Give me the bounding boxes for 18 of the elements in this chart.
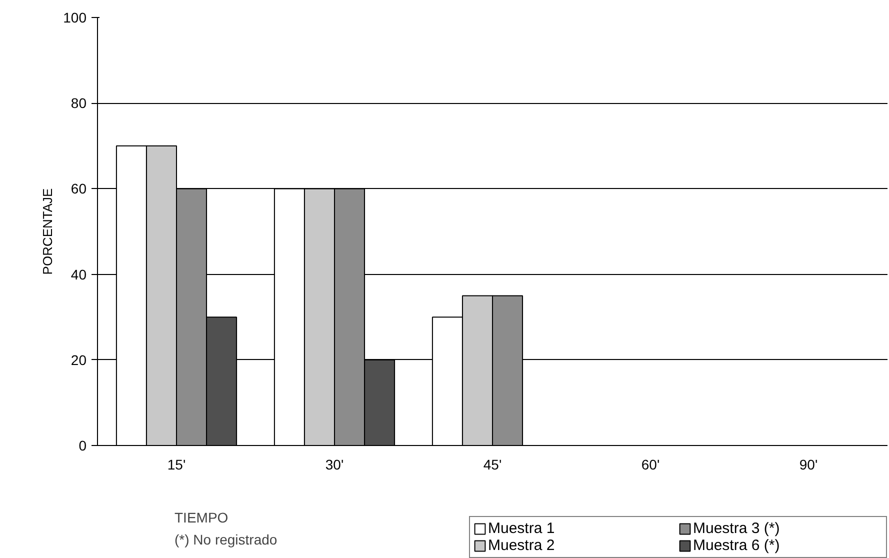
x-tick-label: 30' — [325, 456, 344, 472]
legend-label: Muestra 2 — [488, 537, 556, 554]
text: (*) No registrado — [174, 532, 278, 548]
legend-label: Muestra 3 (*) — [693, 520, 781, 537]
y-tick-label: 100 — [63, 10, 87, 26]
x-tick-label: 60' — [641, 456, 660, 472]
y-tick-label: 40 — [70, 266, 87, 282]
x-axis-title: TIEMPO — [174, 510, 228, 526]
y-tick-label: 0 — [78, 438, 87, 454]
y-axis-title: PORCENTAJE — [40, 188, 56, 275]
y-tick-label: 80 — [70, 95, 87, 112]
y-tick-label: 60 — [70, 180, 87, 197]
x-tick-label: 45' — [483, 456, 502, 472]
legend-label: Muestra 1 — [488, 520, 556, 537]
x-tick-label: 15' — [167, 456, 186, 472]
legend-label: Muestra 6 (*) — [693, 537, 781, 554]
y-tick-label: 20 — [70, 352, 87, 368]
x-tick-label: 90' — [799, 456, 818, 472]
